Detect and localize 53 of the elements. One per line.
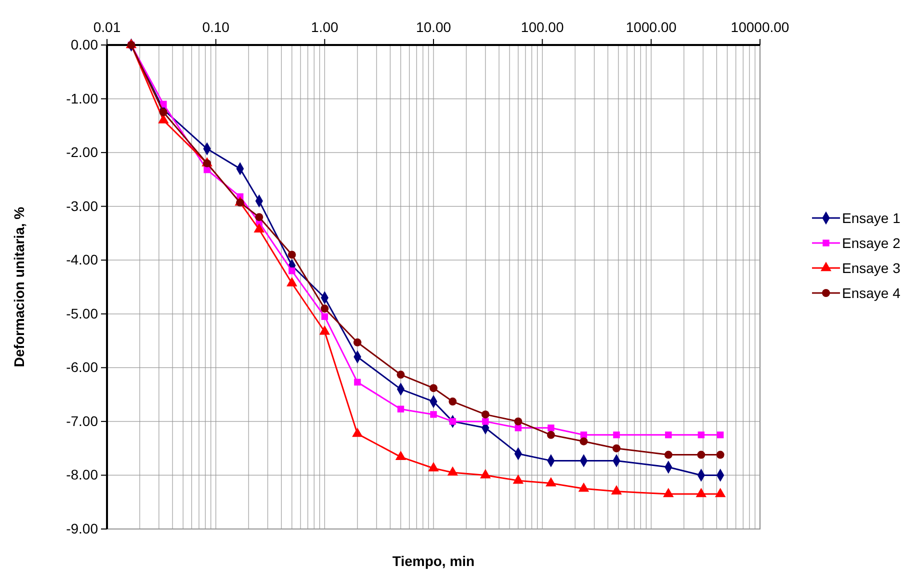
point: [288, 250, 296, 259]
y-tick-label: -1.00: [66, 90, 98, 106]
point: [546, 477, 556, 486]
y-tick-label: -8.00: [66, 466, 98, 483]
point: [254, 223, 265, 233]
x-axis-title: Tiempo, min: [392, 553, 475, 569]
point: [512, 474, 524, 484]
legend-label: Ensaye 2: [842, 235, 901, 251]
point: [613, 432, 620, 438]
point: [286, 277, 298, 286]
x-tick-label: 1.00: [311, 18, 339, 35]
y-tick-label: -6.00: [66, 359, 98, 376]
point: [580, 432, 588, 438]
x-tick-label: 0.01: [93, 18, 121, 35]
point: [321, 313, 328, 320]
point: [352, 428, 363, 437]
y-tick-label: -2.00: [66, 144, 98, 160]
point: [288, 268, 296, 274]
point: [580, 437, 588, 446]
point: [448, 398, 457, 406]
x-tick-label: 10.00: [416, 18, 452, 35]
y-tick-label: -3.00: [66, 198, 98, 214]
x-tick-label: 100.00: [520, 18, 564, 35]
point: [160, 100, 167, 108]
point: [320, 304, 329, 312]
point: [319, 325, 330, 335]
y-tick-label: -9.00: [66, 520, 98, 536]
legend-label: Ensaye 4: [842, 285, 901, 301]
point: [447, 466, 458, 476]
y-tick-label: -5.00: [66, 305, 98, 322]
y-tick-label: 0.00: [70, 36, 98, 52]
legend-label: Ensaye 1: [842, 210, 901, 226]
point: [353, 338, 362, 346]
point: [514, 424, 522, 432]
point: [578, 482, 590, 492]
point: [514, 417, 522, 426]
point: [481, 410, 490, 418]
x-tick-label: 0.10: [202, 18, 230, 35]
point: [255, 213, 264, 222]
point: [548, 424, 554, 432]
point: [611, 485, 622, 494]
point: [159, 108, 168, 116]
legend-label: Ensaye 3: [842, 260, 901, 276]
point: [480, 469, 491, 478]
x-tick-label: 1000.00: [626, 18, 677, 35]
y-tick-label: -7.00: [66, 412, 98, 429]
x-tick-label: 10000.00: [730, 18, 790, 35]
point: [612, 444, 620, 452]
y-axis-title: Deformacion unitaria, %: [11, 206, 27, 368]
point: [482, 418, 489, 425]
point: [546, 430, 555, 439]
point: [354, 378, 361, 386]
y-tick-label: -4.00: [66, 252, 98, 268]
